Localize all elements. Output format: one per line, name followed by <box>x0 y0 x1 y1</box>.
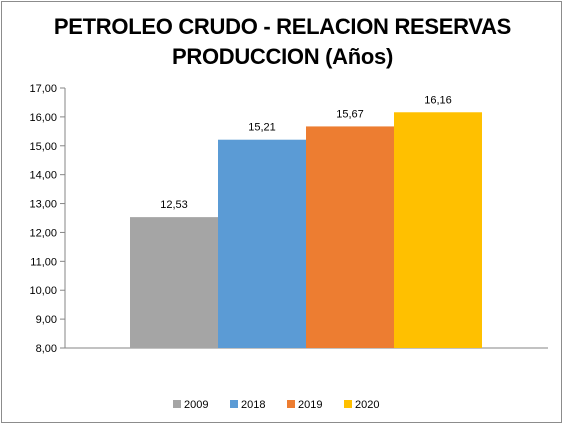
data-labels: 12,53 15,21 15,67 16,16 <box>160 94 452 211</box>
data-label-2020: 16,16 <box>424 94 452 106</box>
y-tick-label: 17,00 <box>29 83 57 95</box>
legend-label-2020: 2020 <box>355 399 379 411</box>
y-tick-label: 12,00 <box>29 227 57 239</box>
legend-swatch-2018 <box>230 400 238 408</box>
y-tick-label: 9,00 <box>36 314 57 326</box>
y-tick-label: 11,00 <box>30 256 57 268</box>
y-tick-label: 16,00 <box>29 112 57 124</box>
bar-2009 <box>130 217 218 348</box>
chart-title-line-1: PETROLEO CRUDO - RELACION RESERVAS <box>53 14 512 39</box>
bars <box>130 112 482 349</box>
y-tick-label: 14,00 <box>29 170 57 182</box>
y-axis: 8,00 9,00 10,00 11,00 12,00 13,00 14,00 15,00 16… <box>29 83 548 355</box>
legend-label-2009: 2009 <box>184 399 208 411</box>
data-label-2018: 15,21 <box>248 122 276 134</box>
bar-2018 <box>218 139 306 348</box>
chart-title-line-2: PRODUCCION (Años) <box>171 44 393 69</box>
legend-swatch-2009 <box>173 400 181 408</box>
y-tick-label: 10,00 <box>29 285 57 297</box>
data-label-2019: 15,67 <box>336 108 364 120</box>
legend-swatch-2020 <box>344 400 352 408</box>
legend-label-2018: 2018 <box>241 399 265 411</box>
legend-swatch-2019 <box>287 400 295 408</box>
bar-2020 <box>394 112 482 349</box>
data-label-2009: 12,53 <box>160 199 188 211</box>
y-tick-label: 15,00 <box>29 141 57 153</box>
y-tick-label: 13,00 <box>29 199 57 211</box>
bar-2019 <box>306 126 394 348</box>
legend-label-2019: 2019 <box>298 399 322 411</box>
y-tick-label: 8,00 <box>36 343 57 355</box>
legend: 2009 2018 2019 2020 <box>173 399 379 411</box>
